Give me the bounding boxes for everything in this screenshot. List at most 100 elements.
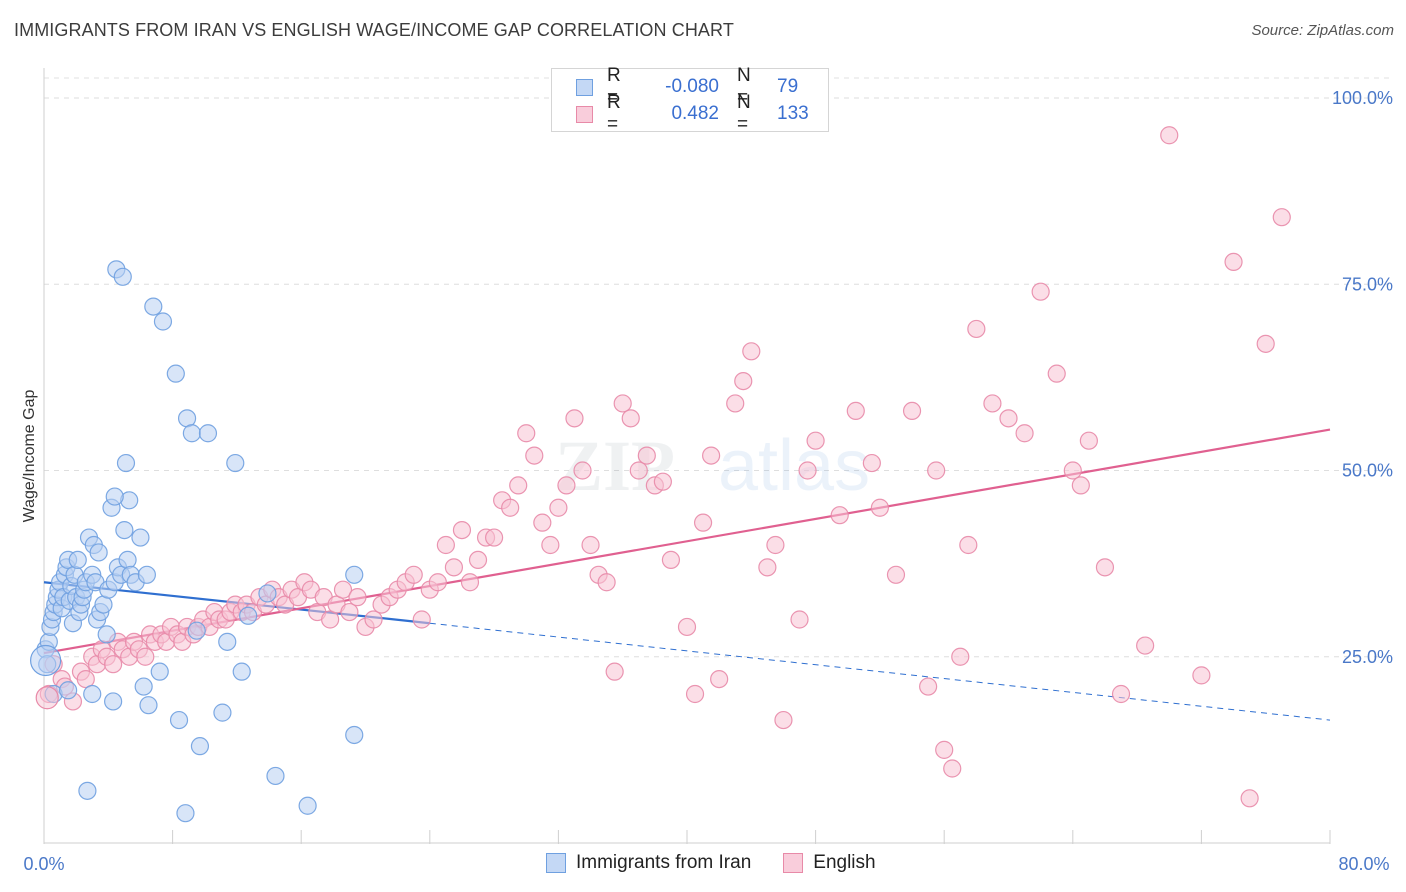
point-english [710,669,729,689]
point-english [436,535,455,555]
point-english [766,535,785,555]
grid-lines [44,77,1392,658]
point-iran [78,781,97,800]
point-iran [153,312,173,331]
point-english [468,550,488,570]
trend-line-iran-extension [429,622,1331,721]
point-english [412,610,431,629]
legend-n-label: N = [737,65,751,108]
point-english [613,394,632,413]
point-english [902,401,922,420]
point-english [798,461,817,480]
point-iran [176,804,195,823]
point-english [136,647,155,666]
point-iran [118,550,137,570]
point-iran [144,297,163,316]
point-iran [113,267,132,286]
point-iran [232,662,251,681]
point-english [621,409,640,428]
legend-n-label: N = [737,92,751,135]
point-english [886,565,906,584]
point-english [333,580,353,599]
point-english [959,535,978,555]
series-legend-iran[interactable]: Immigrants from Iran [546,852,751,874]
source-label: Source: ZipAtlas.com [1251,22,1394,39]
point-english [573,461,592,480]
point-iran [345,565,364,584]
point-english [790,610,809,629]
point-iran [134,677,153,696]
point-iran [166,364,185,383]
point-english [525,446,544,465]
point-english [927,461,946,480]
point-iran [239,606,258,625]
x-tick-label: 80.0% [1338,854,1389,874]
point-iran [105,487,124,506]
correlation-legend: R = -0.080 N = 79 R = 0.482 N = 133 [551,65,829,135]
point-english [726,394,745,413]
point-english [935,740,954,759]
point-iran [266,766,285,786]
point-english [1224,252,1243,271]
point-iran [150,662,169,681]
point-english [983,394,1002,413]
point-english [951,647,970,666]
legend-n-value: 79 [777,76,799,97]
point-english [830,506,849,525]
point-english [1272,208,1291,227]
point-iran [104,692,123,711]
point-english [1240,789,1259,808]
point-iran [116,453,136,473]
point-english [1256,334,1275,353]
legend-swatch-blue [576,78,593,96]
point-iran [182,424,201,443]
point-iran [198,424,218,443]
y-tick-label: 50.0% [1342,461,1393,481]
point-iran [345,725,364,745]
point-english [677,617,697,637]
tick-labels: 100.0% 75.0% 50.0% 25.0% 0.0% 80.0% [23,88,1393,874]
axes [43,68,1331,844]
point-english [1031,282,1050,301]
point-english [501,498,520,517]
legend-row-english: R = 0.482 N = 133 [576,92,809,135]
point-english [919,677,938,696]
series-legend-english[interactable]: English [783,852,876,874]
chart-title: IMMIGRANTS FROM IRAN VS ENGLISH WAGE/INC… [14,20,734,40]
y-tick-label: 75.0% [1342,274,1393,294]
point-english [605,662,624,681]
point-english [1160,126,1179,145]
point-english [348,588,367,607]
point-english [1015,424,1034,443]
point-iran [169,710,189,730]
point-english [485,528,504,547]
point-iran [59,681,78,700]
x-tick-label: 0.0% [23,854,64,874]
point-english [653,472,672,491]
point-english [693,513,713,532]
point-english [1111,684,1131,704]
series-label-english: English [813,852,876,873]
point-english [404,565,423,584]
point-english [444,558,464,577]
point-english [742,342,761,361]
point-english [541,535,560,555]
point-english [581,535,600,555]
point-english [967,319,986,339]
watermark-atlas: atlas [718,426,870,506]
point-english [533,513,552,532]
point-iran [190,737,210,756]
y-axis-title: Wage/Income Gap [21,390,38,523]
series-swatch-pink [783,853,804,873]
legend-r-label: R = [607,92,621,135]
point-iran [139,696,158,715]
point-english [452,520,472,540]
point-english [1071,476,1090,495]
point-english [685,684,705,704]
point-iran [187,621,206,640]
point-english [517,424,536,443]
point-english [629,461,648,480]
y-tick-label: 25.0% [1342,647,1393,667]
point-iran [97,625,116,644]
point-english [509,476,528,495]
